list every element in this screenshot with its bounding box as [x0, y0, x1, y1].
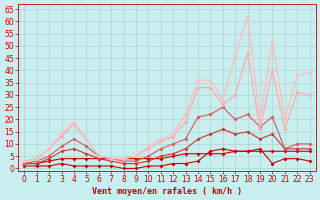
X-axis label: Vent moyen/en rafales ( km/h ): Vent moyen/en rafales ( km/h ): [92, 187, 242, 196]
